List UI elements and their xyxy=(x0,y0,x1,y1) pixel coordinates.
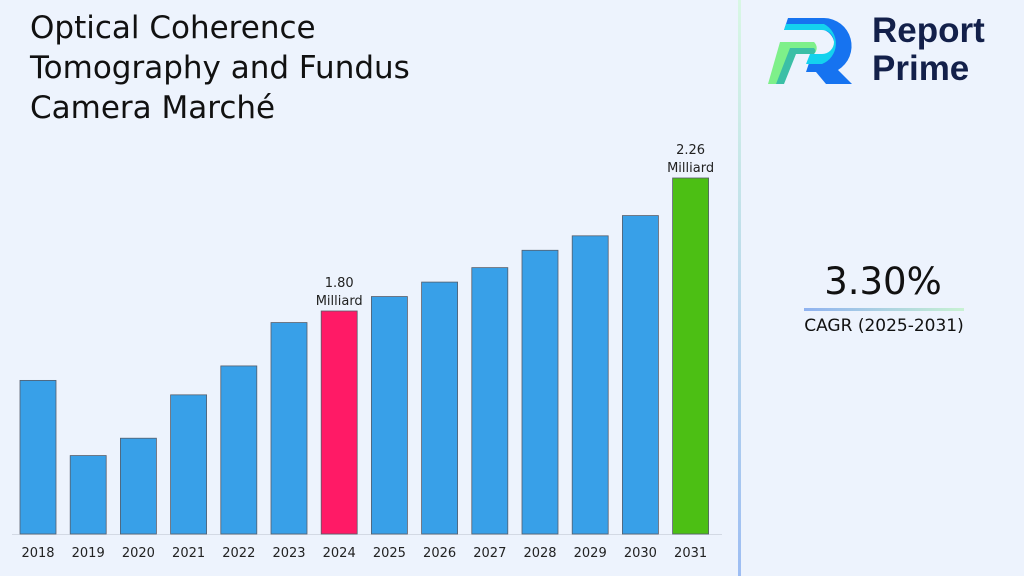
bar-2023 xyxy=(270,322,308,535)
logo-line1: Report xyxy=(872,11,985,50)
x-tick-label: 2027 xyxy=(473,546,506,561)
data-label-unit: Milliard xyxy=(316,294,363,309)
bar-2021 xyxy=(170,394,208,535)
data-label-unit: Milliard xyxy=(667,161,714,176)
data-label-value: 2.26 xyxy=(676,143,705,158)
cagr-label: CAGR (2025-2031) xyxy=(804,316,964,336)
x-tick-label: 2026 xyxy=(423,546,456,561)
bar-2025 xyxy=(370,296,408,535)
x-tick-label: 2018 xyxy=(21,546,54,561)
bar-2018 xyxy=(19,379,57,535)
bar-chart: 2018 2019 2020 2021 2022 2023 2024 1.80 Milliard… xyxy=(12,143,722,561)
bar-2030 xyxy=(622,215,659,535)
x-tick-label: 2023 xyxy=(272,546,305,561)
x-tick-label: 2019 xyxy=(72,546,105,561)
data-label-value: 1.80 xyxy=(325,276,354,291)
report-prime-logo-icon xyxy=(768,18,852,84)
x-tick-label: 2024 xyxy=(323,546,356,561)
cagr-value: 3.30% xyxy=(824,260,942,303)
x-tick-label: 2030 xyxy=(624,546,657,561)
x-tick-label: 2031 xyxy=(674,546,707,561)
bar-2022 xyxy=(220,365,258,535)
x-tick-label: 2020 xyxy=(122,546,155,561)
x-tick-label: 2029 xyxy=(574,546,607,561)
cagr-underline xyxy=(804,308,964,311)
bar-2031 xyxy=(672,177,709,535)
x-tick-label: 2025 xyxy=(373,546,406,561)
bar-2027 xyxy=(471,267,509,535)
bar-2029 xyxy=(571,235,609,535)
bar-2028 xyxy=(521,249,559,535)
x-tick-label: 2021 xyxy=(172,546,205,561)
bar-2020 xyxy=(120,437,157,535)
logo-line2: Prime xyxy=(872,49,970,88)
x-tick-label: 2022 xyxy=(222,546,255,561)
x-tick-label: 2028 xyxy=(523,546,556,561)
bar-2019 xyxy=(69,455,107,535)
logo-text: Report Prime xyxy=(872,12,985,88)
divider xyxy=(738,0,741,576)
chart-title: Optical Coherence Tomography and Fundus … xyxy=(30,10,410,126)
bar-2026 xyxy=(421,281,459,535)
bar-2024 xyxy=(320,310,358,535)
